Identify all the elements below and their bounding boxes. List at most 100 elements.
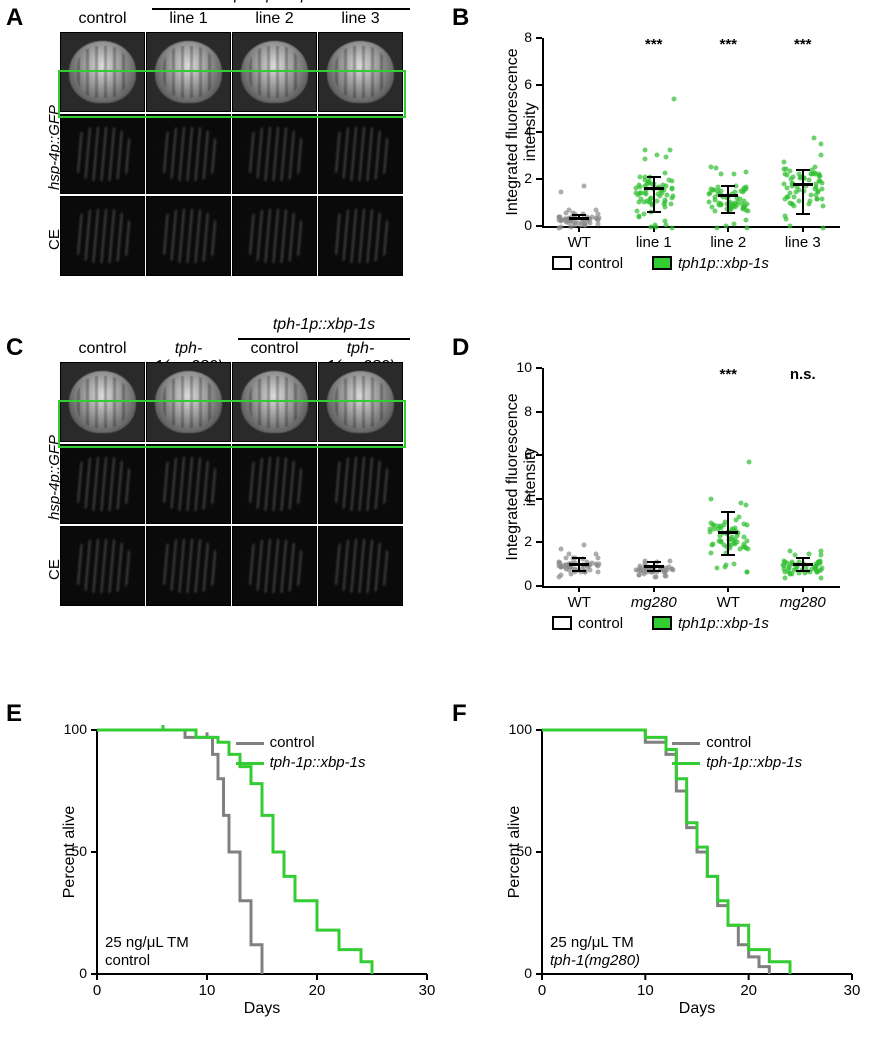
scatter-point <box>743 545 748 550</box>
x-category-label: WT <box>717 594 740 611</box>
xtick-label: 20 <box>309 982 326 999</box>
scatter-point <box>654 153 659 158</box>
scatter-point <box>641 199 646 204</box>
legend-text: control <box>270 734 315 751</box>
scatter-point <box>815 569 820 574</box>
scatter-point <box>783 569 788 574</box>
x-category-label: line 1 <box>636 234 672 251</box>
panel-label-c: C <box>6 334 23 362</box>
scatter-point <box>730 204 735 209</box>
scatter-point <box>781 558 786 563</box>
scatter-point <box>820 225 825 230</box>
scatter-point <box>719 539 724 544</box>
scatter-point <box>787 223 792 228</box>
scatter-point <box>708 496 713 501</box>
xtick-label: 20 <box>740 982 757 999</box>
micro-col-header: control <box>232 340 317 358</box>
scatter-point <box>746 460 751 465</box>
scatter-point <box>655 191 660 196</box>
scatter-point <box>741 535 746 540</box>
micro-cell <box>232 526 317 606</box>
x-category-label: WT <box>568 594 591 611</box>
scatter-point <box>713 165 718 170</box>
scatter-point <box>724 563 729 568</box>
scatter-point <box>743 502 748 507</box>
scatter-point <box>663 204 668 209</box>
scatter-point <box>732 171 737 176</box>
scatter-point <box>806 201 811 206</box>
panel-f-survival: 0501000102030Percent aliveDayscontroltph… <box>490 720 860 1020</box>
x-category-label: line 3 <box>785 234 821 251</box>
scatter-point <box>581 543 586 548</box>
scatter-point <box>557 559 562 564</box>
scatter-point <box>813 564 818 569</box>
significance-label: *** <box>719 366 737 383</box>
scatter-point <box>781 160 786 165</box>
scatter-point <box>819 549 824 554</box>
scatter-point <box>821 204 826 209</box>
scatter-point <box>713 209 718 214</box>
scatter-point <box>668 558 673 563</box>
scatter-point <box>654 225 659 230</box>
scatter-point <box>785 195 790 200</box>
micro-col-header: line 1 <box>146 10 231 28</box>
xtick-label: 10 <box>637 982 654 999</box>
micro-col-header: control <box>60 10 145 28</box>
micro-cell <box>146 362 231 442</box>
scatter-point <box>718 171 723 176</box>
micro-cell <box>318 526 403 606</box>
scatter-point <box>791 194 796 199</box>
panel-a-overline: tph-1p::xbp-1s <box>152 0 410 4</box>
panel-e-survival: 0501000102030Percent aliveDayscontroltph… <box>45 720 435 1020</box>
scatter-point <box>733 525 738 530</box>
micro-cell <box>146 114 231 194</box>
scatter-point <box>715 565 720 570</box>
scatter-point <box>818 576 823 581</box>
scatter-point <box>732 222 737 227</box>
x-category-label: WT <box>568 234 591 251</box>
micro-col-header: line 3 <box>318 10 403 28</box>
x-axis-label: Days <box>542 1000 852 1018</box>
scatter-point <box>643 148 648 153</box>
scatter-point <box>668 148 673 153</box>
scatter-point <box>563 211 568 216</box>
xtick-label: 30 <box>419 982 436 999</box>
micro-cell <box>60 32 145 112</box>
scatter-point <box>733 518 738 523</box>
plot-corner-text: tph-1(mg280) <box>550 952 640 969</box>
micro-cell <box>60 114 145 194</box>
legend-text: tph-1p::xbp-1s <box>706 754 802 771</box>
x-axis-label: Days <box>97 1000 427 1018</box>
panel-label-e: E <box>6 700 22 728</box>
scatter-point <box>739 201 744 206</box>
micro-col-header: line 2 <box>232 10 317 28</box>
scatter-point <box>641 211 646 216</box>
micro-cell <box>232 444 317 524</box>
micro-cell <box>318 32 403 112</box>
scatter-point <box>818 153 823 158</box>
legend-text: tph1p::xbp-1s <box>678 255 769 272</box>
micro-cell <box>232 362 317 442</box>
scatter-point <box>576 220 581 225</box>
scatter-point <box>637 183 642 188</box>
scatter-point <box>558 225 563 230</box>
scatter-point <box>664 155 669 160</box>
panel-label-d: D <box>452 334 469 362</box>
scatter-point <box>662 218 667 223</box>
plot-corner-text: control <box>105 952 150 969</box>
micro-cell <box>318 362 403 442</box>
y-axis-label: Percent alive <box>61 730 79 974</box>
significance-label: *** <box>645 36 663 53</box>
micro-cell <box>146 32 231 112</box>
scatter-point <box>670 196 675 201</box>
scatter-point <box>783 576 788 581</box>
scatter-point <box>637 572 642 577</box>
x-category-label: mg280 <box>780 594 826 611</box>
micro-cell <box>60 196 145 276</box>
survival-svg <box>490 720 860 1020</box>
micro-side-label: CE <box>46 229 63 250</box>
scatter-point <box>819 141 824 146</box>
micro-cell <box>146 196 231 276</box>
scatter-point <box>819 566 824 571</box>
panel-label-b: B <box>452 4 469 32</box>
